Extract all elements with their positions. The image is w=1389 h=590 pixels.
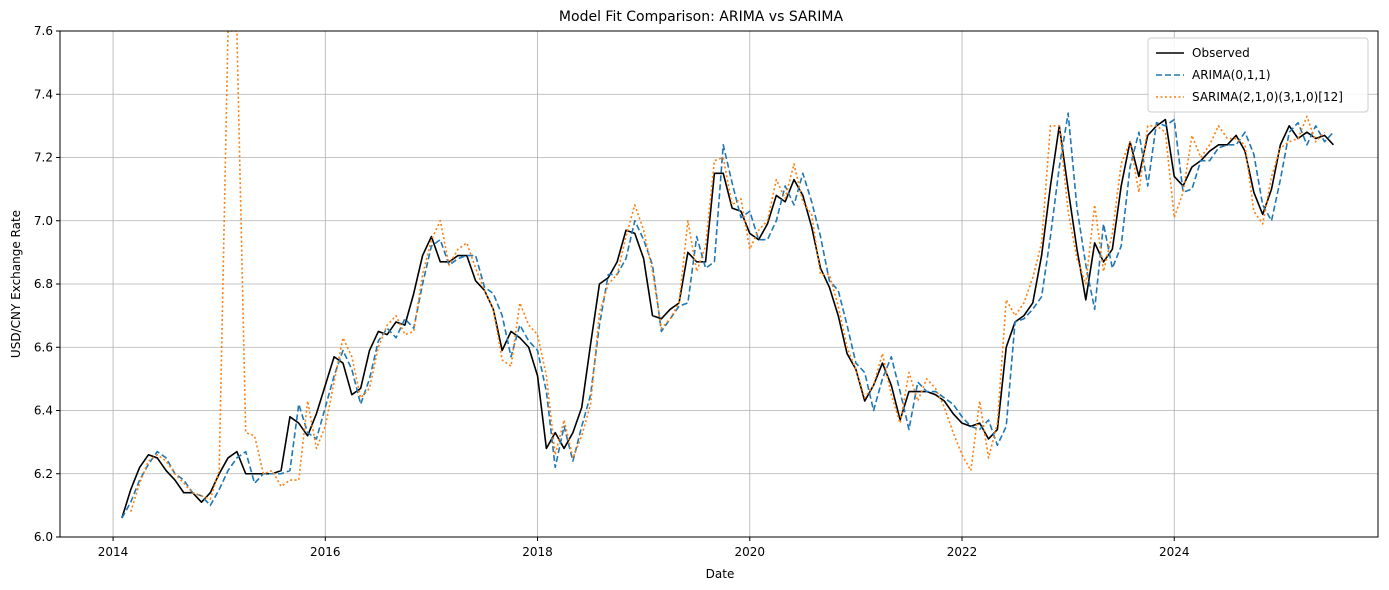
x-tick-label: 2020 (735, 545, 766, 559)
legend-label: Observed (1192, 46, 1250, 60)
legend-label: SARIMA(2,1,0)(3,1,0)[12] (1192, 90, 1343, 104)
series-line-2 (129, 31, 1326, 512)
y-tick-label: 7.4 (34, 87, 53, 101)
y-tick-label: 7.6 (34, 24, 53, 38)
series-line-1 (121, 112, 1335, 519)
x-tick-label: 2022 (947, 545, 978, 559)
y-tick-label: 6.6 (34, 340, 53, 354)
x-tick-label: 2018 (522, 545, 553, 559)
x-tick-label: 2024 (1159, 545, 1190, 559)
legend-label: ARIMA(0,1,1) (1192, 68, 1271, 82)
y-axis-label: USD/CNY Exchange Rate (9, 210, 23, 358)
x-tick-label: 2016 (310, 545, 341, 559)
y-tick-label: 6.8 (34, 277, 53, 291)
y-tick-label: 6.0 (34, 530, 53, 544)
series-layer (121, 31, 1335, 519)
y-tick-label: 6.2 (34, 467, 53, 481)
y-tick-label: 7.2 (34, 151, 53, 165)
y-axis: 6.0 6.2 6.4 6.6 6.8 7.0 7.2 7.4 7.6 (34, 24, 60, 544)
chart-title: Model Fit Comparison: ARIMA vs SARIMA (559, 9, 844, 25)
x-axis-label: Date (706, 567, 735, 581)
legend-box (1147, 37, 1369, 113)
series-line-0 (121, 118, 1335, 519)
y-tick-label: 7.0 (34, 214, 53, 228)
title: Model Fit Comparison: ARIMA vs SARIMA (559, 9, 844, 25)
legend: Observed ARIMA(0,1,1) SARIMA(2,1,0)(3,1,0)… (1147, 37, 1369, 113)
x-axis: 2014 2016 2018 2020 2022 2024 (98, 537, 1190, 559)
x-tick-label: 2014 (98, 545, 129, 559)
y-tick-label: 6.4 (34, 404, 53, 418)
